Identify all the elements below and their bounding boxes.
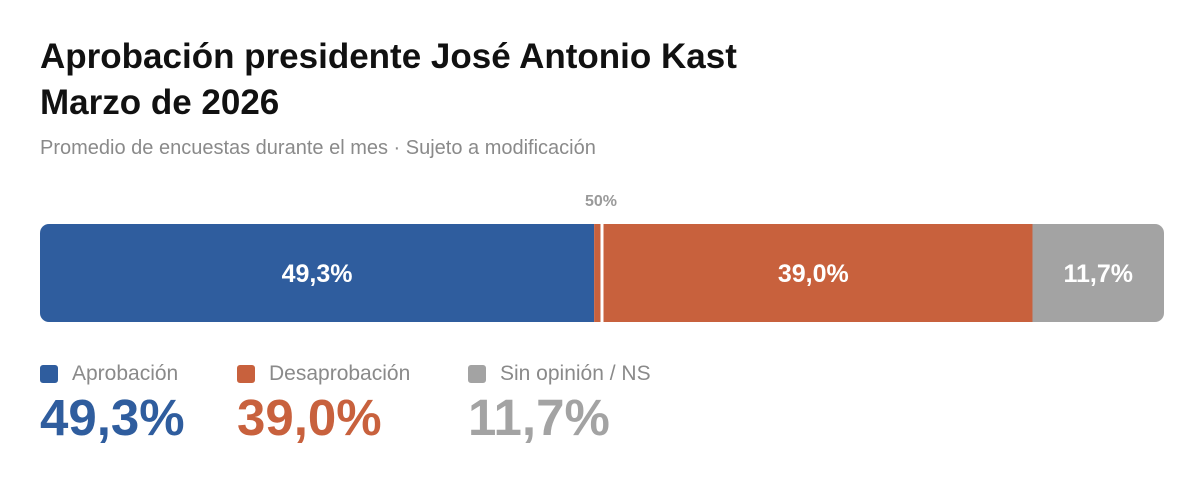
legend-approval-value: 49,3% [40,389,185,446]
chart-title-line-2: Marzo de 2026 [40,83,280,122]
legend-no-opinion-value: 11,7% [468,389,610,446]
legend-disapproval-label: Desaprobación [269,362,411,385]
midpoint-label: 50% [584,193,618,210]
segment-disapproval [594,224,1033,322]
stacked-bar-chart: 49,3% 39,0% 11,7% [40,224,1164,322]
chart-subtitle: Promedio de encuestas durante el mes · S… [40,137,596,159]
legend-no-opinion: Sin opinión / NS 11,7% [468,362,651,446]
chart-title: Aprobación presidente José Antonio Kast … [40,34,1140,126]
legend-approval: Aprobación 49,3% [40,362,185,446]
legend-disapproval-swatch [237,365,255,383]
legend-no-opinion-label: Sin opinión / NS [500,362,651,385]
legend-disapproval: Desaprobación 39,0% [237,362,410,446]
segment-approval [40,224,595,322]
legend-approval-swatch [40,365,58,383]
segment-disapproval-label: 39,0% [778,260,849,288]
legend-no-opinion-swatch [468,365,486,383]
legend-disapproval-value: 39,0% [237,389,382,446]
segment-approval-label: 49,3% [282,260,353,288]
legend-approval-label: Aprobación [72,362,179,385]
segment-no-opinion [1032,224,1164,322]
chart-title-line-1: Aprobación presidente José Antonio Kast [40,37,737,76]
segment-no-opinion-label: 11,7% [1063,260,1133,288]
